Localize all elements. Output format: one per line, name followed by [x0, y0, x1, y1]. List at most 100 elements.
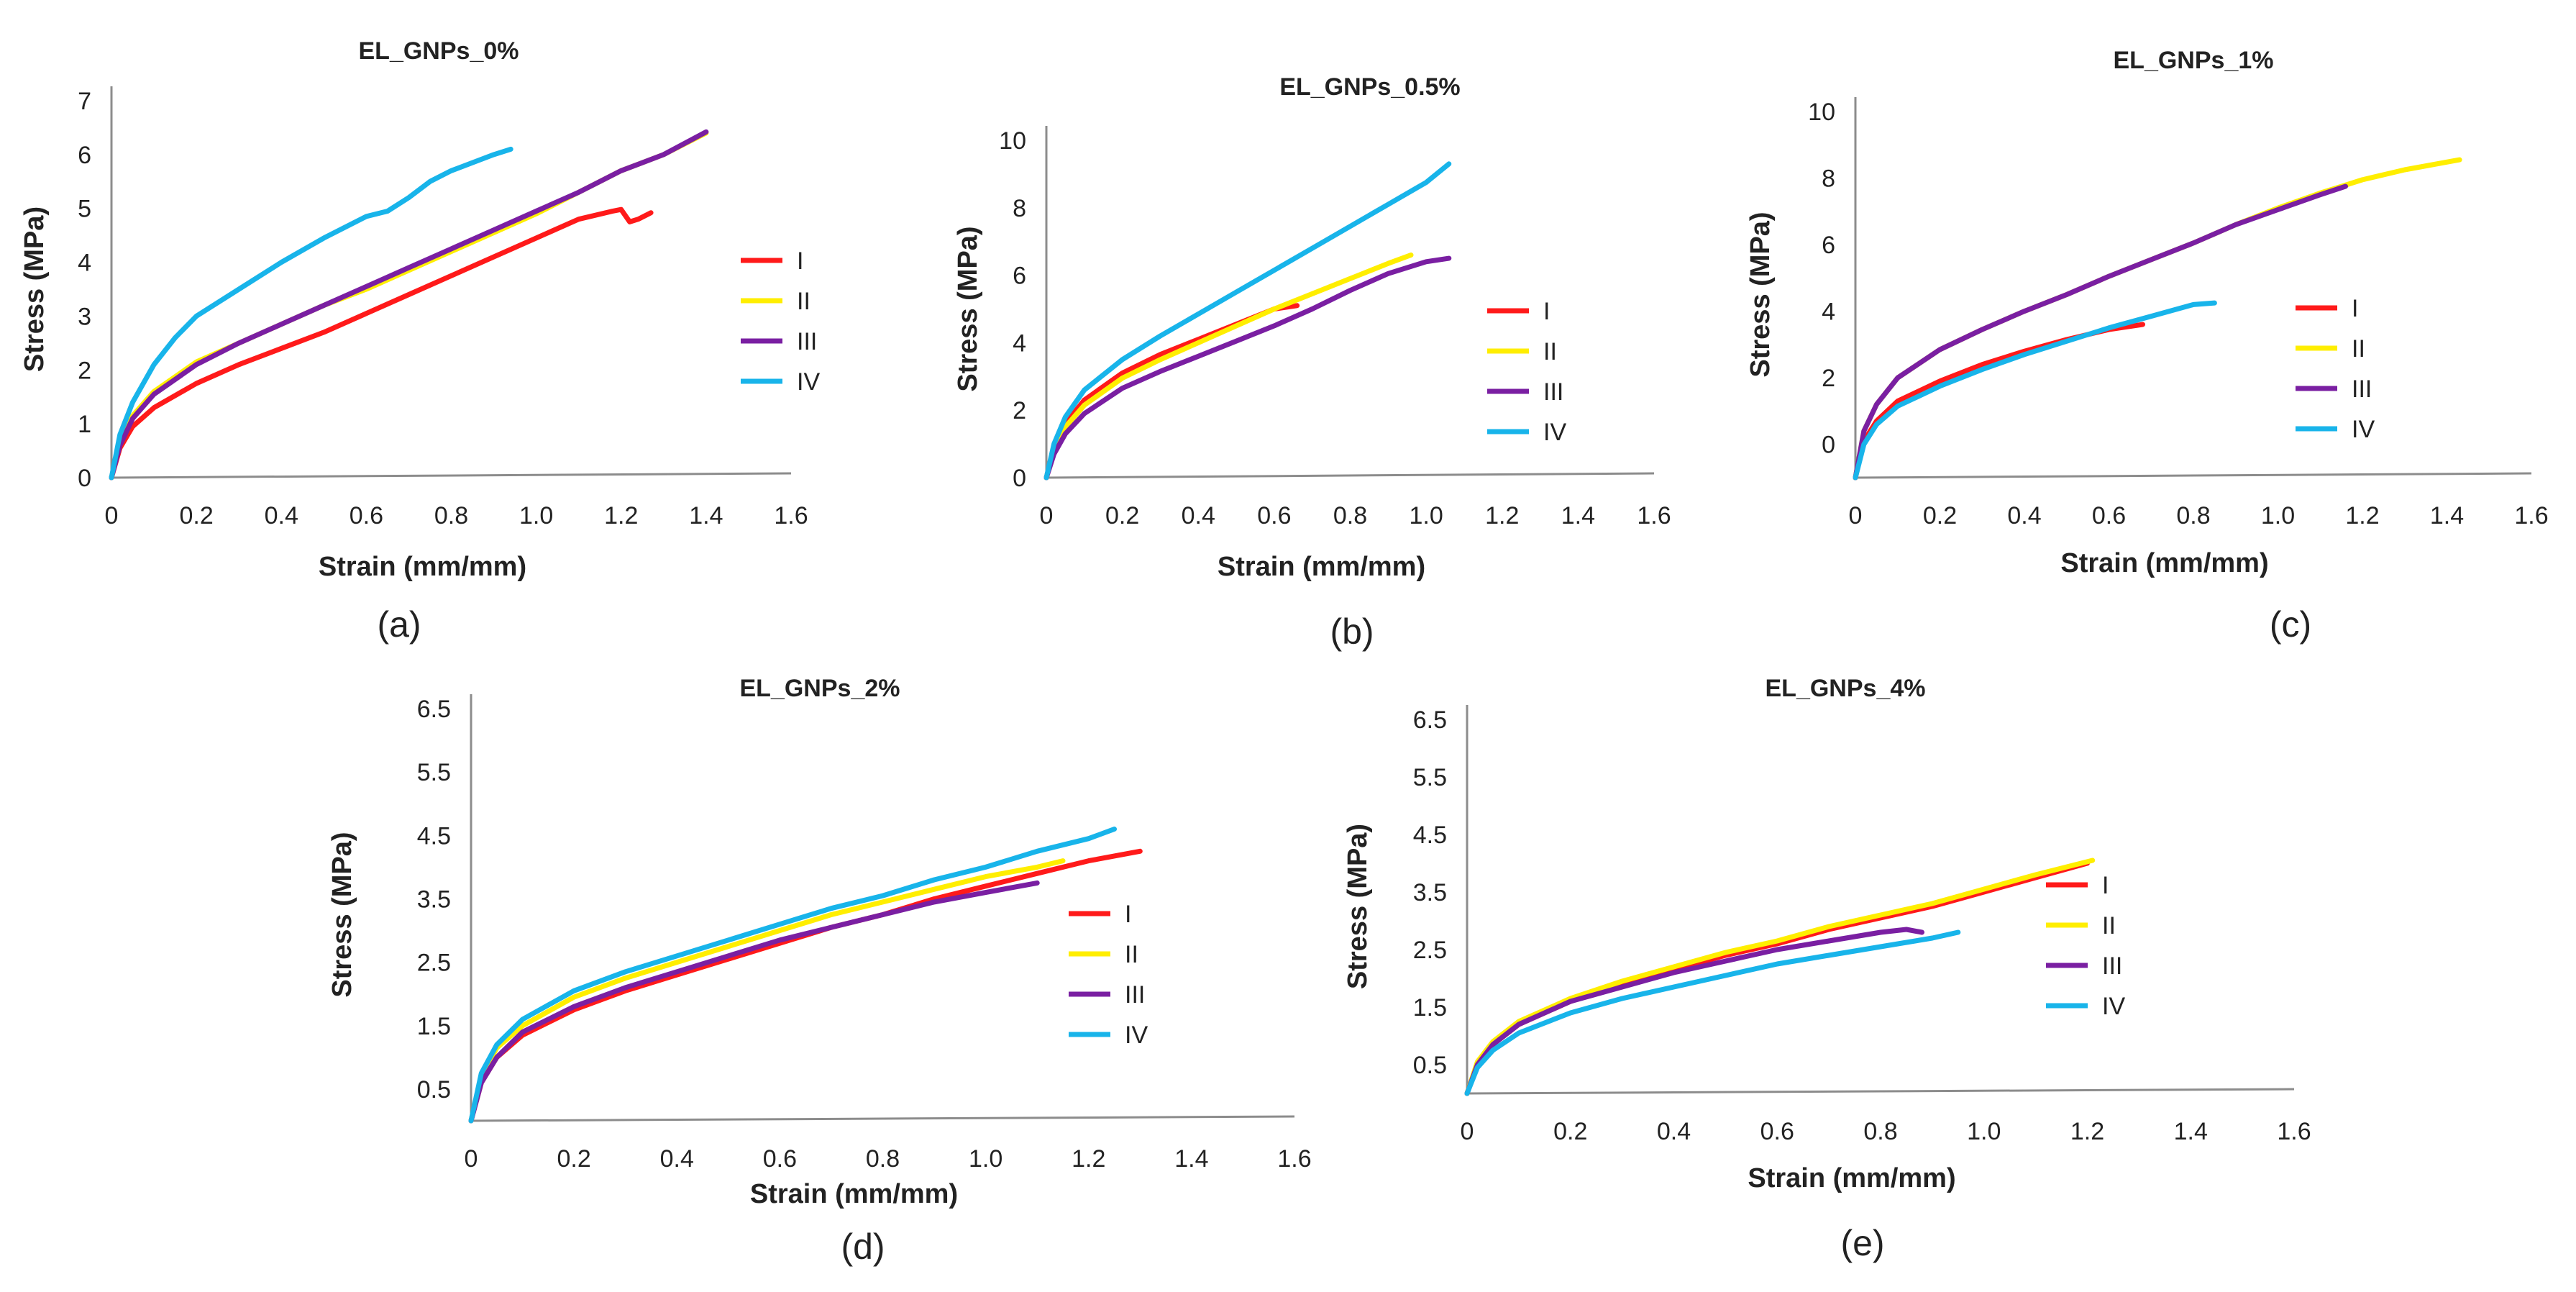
y-tick-label: 2.5 — [417, 950, 451, 977]
legend-label: II — [797, 288, 810, 315]
y-axis-label: Stress (MPa) — [1343, 824, 1373, 989]
x-tick-label: 0.6 — [2092, 502, 2126, 529]
chart-panel-5: EL_GNPs_4% 0 0.2 0.4 0.6 0.8 1.0 1.2 1.4 1.6 0.5 1.… — [1343, 675, 2311, 1263]
y-tick-label: 3.5 — [1413, 879, 1447, 906]
y-tick-label: 0 — [78, 465, 91, 492]
y-tick-label: 1 — [78, 411, 91, 438]
panel-caption: (b) — [1330, 611, 1374, 652]
legend-label: III — [2102, 952, 2122, 980]
legend-label: IV — [1125, 1022, 1148, 1049]
y-tick-label: 0.5 — [1413, 1052, 1447, 1079]
series-line-III — [1043, 255, 1452, 481]
y-tick-label: 4.5 — [417, 822, 451, 850]
legend-label: II — [1125, 941, 1138, 968]
y-axis-label: Stress (MPa) — [953, 226, 983, 391]
y-tick-label: 6.5 — [417, 696, 451, 723]
x-tick-label: 1.0 — [1409, 502, 1443, 529]
chart-panel-3: EL_GNPs_1% 0 0.2 0.4 0.6 0.8 1.0 1.2 1.4 1.6 0 2 4 6 8… — [1745, 47, 2549, 645]
x-tick-label: 1.6 — [1277, 1145, 1311, 1173]
y-tick-label: 8 — [1013, 195, 1026, 222]
x-axis-line — [470, 1115, 1295, 1122]
x-tick-label: 1.6 — [1637, 502, 1671, 529]
series-line-III — [109, 129, 709, 481]
y-tick-label: 2.5 — [1413, 937, 1447, 964]
x-tick-label: 1.2 — [1485, 502, 1519, 529]
x-tick-label: 1.4 — [2430, 502, 2464, 529]
x-tick-label: 1.2 — [2070, 1118, 2104, 1145]
x-tick-label: 0 — [465, 1145, 478, 1173]
x-tick-label: 1.4 — [689, 502, 723, 529]
x-tick-label: 1.2 — [2345, 502, 2379, 529]
x-axis-line — [1046, 472, 1655, 479]
legend-label: III — [1125, 981, 1145, 1009]
y-tick-label: 4 — [1013, 329, 1026, 357]
x-tick-label: 0.2 — [557, 1145, 590, 1173]
x-tick-label: 0.4 — [1657, 1118, 1691, 1145]
panel-caption: (c) — [2270, 604, 2311, 645]
series-line-IV — [1464, 929, 1961, 1096]
x-tick-label: 0.2 — [1923, 502, 1957, 529]
legend-label: IV — [1543, 419, 1566, 446]
legend-label: I — [797, 247, 803, 275]
legend-label: I — [1543, 298, 1550, 325]
series-line-II — [1464, 857, 2096, 1096]
y-tick-label: 0.5 — [417, 1076, 451, 1104]
series-line-IV — [1043, 161, 1452, 481]
legend-label: III — [1543, 378, 1563, 406]
series-line-II — [468, 858, 1066, 1124]
chart-panel-4: EL_GNPs_2% 0 0.2 0.4 0.6 0.8 1.0 1.2 1.4 1.6 0.5 1.… — [327, 675, 1312, 1267]
y-tick-label: 7 — [78, 88, 91, 115]
x-axis-label: Strain (mm/mm) — [2060, 548, 2268, 578]
chart-title: EL_GNPs_0.5% — [1279, 73, 1460, 101]
y-tick-label: 2 — [78, 357, 91, 384]
y-tick-label: 4 — [1822, 299, 1835, 326]
x-tick-label: 0 — [1849, 502, 1863, 529]
x-tick-label: 0.6 — [1257, 502, 1291, 529]
y-tick-label: 10 — [999, 127, 1026, 155]
chart-title: EL_GNPs_1% — [2114, 47, 2274, 74]
x-tick-label: 1.2 — [604, 502, 638, 529]
x-tick-label: 0.2 — [1553, 1118, 1587, 1145]
legend-label: I — [2102, 872, 2109, 899]
x-tick-label: 0.6 — [1760, 1118, 1794, 1145]
chart-panel-1: EL_GNPs_0% 0 0.2 0.4 0.6 0.8 1.0 1.2 1.4 1.6 0 1 2 3 4… — [19, 37, 820, 645]
x-tick-label: 0.8 — [434, 502, 468, 529]
y-tick-label: 4.5 — [1413, 822, 1447, 849]
y-tick-label: 6.5 — [1413, 706, 1447, 734]
legend-label: II — [2352, 335, 2365, 363]
y-tick-label: 6 — [1013, 263, 1026, 290]
y-tick-label: 4 — [78, 250, 91, 277]
y-tick-label: 5 — [78, 196, 91, 223]
y-tick-label: 8 — [1822, 165, 1835, 193]
series-line-III — [468, 880, 1040, 1124]
legend-label: II — [2102, 912, 2116, 940]
x-tick-label: 0 — [1461, 1118, 1474, 1145]
legend-label: II — [1543, 338, 1557, 365]
x-tick-label: 1.0 — [519, 502, 553, 529]
legend-label: III — [797, 328, 817, 355]
y-tick-label: 3.5 — [417, 886, 451, 913]
y-axis-label: Stress (MPa) — [1745, 211, 1776, 377]
x-tick-label: 0 — [1040, 502, 1054, 529]
x-tick-label: 0 — [105, 502, 119, 529]
series-line-II — [1043, 253, 1414, 481]
x-tick-label: 1.0 — [2261, 502, 2295, 529]
y-tick-label: 6 — [78, 142, 91, 169]
y-axis-label: Stress (MPa) — [19, 206, 50, 372]
x-axis-label: Strain (mm/mm) — [1218, 552, 1425, 582]
x-tick-label: 1.6 — [2514, 502, 2548, 529]
y-tick-label: 1.5 — [417, 1013, 451, 1040]
panel-caption: (d) — [841, 1227, 885, 1267]
series-line-IV — [1853, 300, 2217, 481]
x-tick-label: 0.8 — [1333, 502, 1367, 529]
y-tick-label: 2 — [1013, 397, 1026, 424]
legend-label: III — [2352, 376, 2372, 403]
x-tick-label: 1.0 — [1967, 1118, 2001, 1145]
x-tick-label: 1.4 — [1174, 1145, 1208, 1173]
x-tick-label: 1.6 — [774, 502, 808, 529]
y-tick-label: 10 — [1808, 99, 1835, 126]
chart-title: EL_GNPs_2% — [740, 675, 900, 702]
x-tick-label: 0.8 — [2176, 502, 2210, 529]
x-tick-label: 1.0 — [969, 1145, 1002, 1173]
